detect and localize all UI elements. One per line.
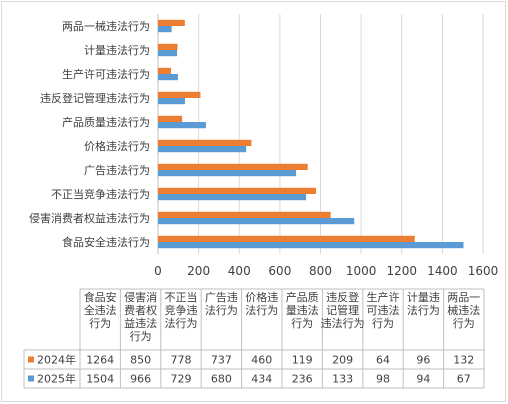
bar-2024 [158, 91, 201, 98]
table-value-cell: 64 [376, 354, 390, 367]
x-tick-label: 200 [187, 264, 210, 278]
table-header-cell: 两品一械违法行为 [447, 291, 480, 330]
bar-2025 [158, 122, 206, 129]
table-value-cell: 236 [292, 373, 313, 386]
table-value-cell: 67 [457, 373, 471, 386]
table-value-cell: 737 [211, 354, 232, 367]
bar-2024 [158, 139, 252, 146]
x-tick-label: 600 [268, 264, 291, 278]
table-header-cell: 生产许可违法行为 [367, 290, 400, 330]
table-header-cell: 违反登记管理违法行为 [321, 290, 365, 330]
table-value-cell: 94 [416, 373, 430, 386]
table-value-cell: 434 [251, 373, 272, 386]
table-value-cell: 132 [453, 354, 474, 367]
category-label: 生产许可违法行为 [62, 67, 150, 81]
table-header-cell: 价格违法行为 [245, 290, 278, 317]
bar-2024 [158, 211, 331, 218]
bar-2024 [158, 115, 183, 122]
table-value-cell: 96 [416, 354, 430, 367]
category-label: 计量违法行为 [84, 43, 150, 57]
bar-2024 [158, 67, 171, 74]
table-header-cell: 产品质量违法行为 [286, 290, 319, 330]
x-tick-label: 800 [309, 264, 332, 278]
bar-2025 [158, 146, 247, 153]
x-tick-label: 400 [228, 264, 251, 278]
table-value-cell: 209 [332, 354, 353, 367]
bar-2025 [158, 74, 178, 81]
bar-2025 [158, 98, 186, 105]
table-header-cell: 侵害消费者权益违法行为 [124, 290, 157, 343]
table-value-cell: 966 [130, 373, 151, 386]
bar-2025 [158, 218, 355, 225]
table-value-cell: 1504 [86, 373, 114, 386]
table-value-cell: 680 [211, 373, 232, 386]
table-value-cell: 460 [251, 354, 272, 367]
x-tick-label: 1000 [346, 264, 377, 278]
table-header-cell: 不正当竞争违法行为 [165, 290, 198, 330]
bar-2024 [158, 43, 178, 50]
bar-2025 [158, 50, 178, 57]
legend-swatch-2024 [28, 356, 34, 363]
table-value-cell: 133 [332, 373, 353, 386]
table-value-cell: 98 [376, 373, 390, 386]
bar-2024 [158, 19, 185, 26]
table-header-cell: 广告违法行为 [205, 291, 238, 317]
category-label: 两品一械违法行为 [62, 19, 150, 33]
table-value-cell: 850 [130, 354, 151, 367]
category-label: 广告违法行为 [84, 163, 150, 177]
x-tick-label: 1200 [386, 264, 417, 278]
bar-2024 [158, 187, 317, 194]
category-label: 食品安全违法行为 [62, 235, 150, 249]
bar-2025 [158, 26, 172, 33]
category-label: 违反登记管理违法行为 [40, 91, 150, 105]
table-header-cell: 食品安全违法行为 [84, 290, 117, 330]
x-tick-label: 0 [154, 264, 162, 278]
legend-label: 2025年 [37, 372, 76, 386]
x-tick-label: 1400 [427, 264, 458, 278]
category-label: 产品质量违法行为 [62, 115, 150, 129]
table-value-cell: 1264 [86, 354, 114, 367]
legend-swatch-2025 [28, 375, 34, 382]
x-tick-label: 1600 [468, 264, 499, 278]
bar-2024 [158, 163, 308, 170]
table-header-cell: 计量违法行为 [407, 291, 440, 317]
table-value-cell: 778 [171, 354, 192, 367]
category-label: 不正当竞争违法行为 [51, 187, 150, 201]
category-label: 价格违法行为 [84, 139, 150, 153]
bar-2024 [158, 235, 415, 242]
table-value-cell: 729 [171, 373, 192, 386]
bar-2025 [158, 194, 307, 201]
category-label: 侵害消费者权益违法行为 [29, 211, 150, 225]
bar-2025 [158, 242, 464, 249]
table-value-cell: 119 [292, 354, 313, 367]
bar-2025 [158, 170, 297, 177]
legend-label: 2024年 [37, 353, 76, 367]
